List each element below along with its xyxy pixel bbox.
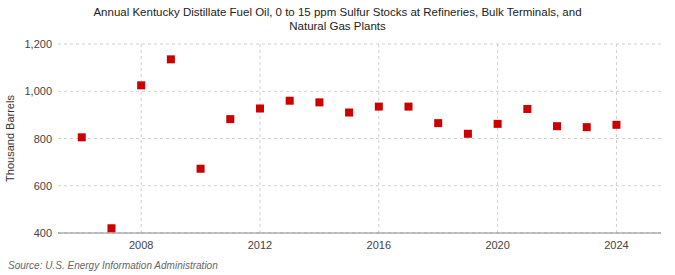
y-axis-label: Thousand Barrels (4, 95, 16, 182)
point (197, 165, 205, 173)
y-tick-label: 1,000 (24, 85, 52, 97)
point (612, 121, 620, 129)
point (167, 55, 175, 63)
point (256, 104, 264, 112)
x-grid-line (259, 44, 260, 233)
y-grid-line (58, 91, 661, 92)
x-grid-line (497, 44, 498, 233)
point (78, 133, 86, 141)
title: Annual Kentucky Distillate Fuel Oil, 0 t… (93, 6, 581, 32)
x-grid-line (141, 44, 142, 233)
point (494, 120, 502, 128)
point (434, 119, 442, 127)
point (315, 98, 323, 106)
y-tick-label: 800 (34, 133, 52, 145)
chart: Annual Kentucky Distillate Fuel Oil, 0 t… (0, 0, 675, 275)
point (583, 123, 591, 131)
x-tick-label: 2020 (485, 239, 509, 251)
y-grid-line (58, 233, 661, 234)
x-grid-line (616, 44, 617, 233)
points (78, 55, 621, 232)
y-grid-line (58, 138, 661, 139)
x-tick-label: 2016 (367, 239, 391, 251)
y-grid-line (58, 44, 661, 45)
point (375, 103, 383, 111)
y-tick-label: 600 (34, 180, 52, 192)
point (137, 81, 145, 89)
source: Source: U.S. Energy Information Administ… (8, 260, 218, 271)
point (523, 105, 531, 113)
x-grid-line (378, 44, 379, 233)
point (107, 224, 115, 232)
point (464, 130, 472, 138)
y-grid-line (58, 185, 661, 186)
x-tick-label: 2008 (129, 239, 153, 251)
point (226, 115, 234, 123)
x-tick-label: 2024 (604, 239, 628, 251)
point (286, 97, 294, 105)
grid (58, 44, 661, 233)
point (345, 109, 353, 117)
x-axis-line (58, 233, 661, 234)
point (405, 103, 413, 111)
y-tick-label: 1,200 (24, 38, 52, 50)
y-tick-label: 400 (34, 227, 52, 239)
x-tick-label: 2012 (248, 239, 272, 251)
point (553, 122, 561, 130)
